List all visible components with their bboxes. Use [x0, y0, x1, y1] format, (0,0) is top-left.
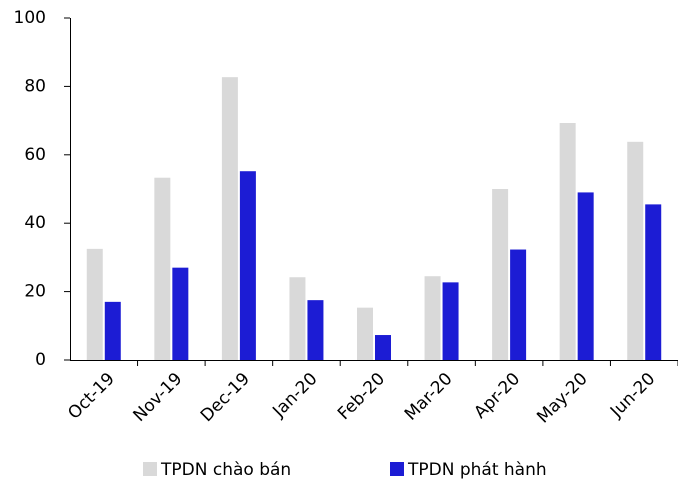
bar	[221, 77, 238, 360]
bar	[357, 307, 373, 360]
x-tick-label: Mar-20	[401, 369, 457, 425]
bar	[424, 276, 441, 360]
x-tick-label: Apr-20	[470, 369, 524, 423]
bar	[289, 277, 306, 360]
x-tick-label: Jan-20	[268, 369, 321, 422]
bar	[645, 204, 662, 360]
x-tick-label: Oct-19	[64, 369, 119, 424]
y-tick-label: 0	[35, 350, 46, 370]
bar	[86, 248, 103, 360]
legend-swatch	[390, 462, 404, 476]
legend-label: TPDN phát hành	[407, 460, 547, 480]
legend-swatch	[143, 462, 157, 476]
x-tick-label: May-20	[533, 369, 591, 427]
bar	[559, 122, 576, 360]
bar	[510, 249, 527, 360]
bar	[172, 267, 189, 360]
y-tick-label: 20	[24, 282, 46, 302]
x-tick-label: Dec-19	[197, 369, 254, 426]
bar	[307, 300, 324, 360]
bar	[104, 301, 121, 360]
x-tick-label: Nov-19	[129, 369, 186, 426]
bar	[154, 177, 171, 360]
legend-label: TPDN chào bán	[160, 460, 291, 480]
y-tick-label: 80	[24, 76, 46, 96]
y-tick-label: 40	[24, 213, 46, 233]
bar	[577, 192, 594, 360]
bar	[492, 189, 509, 360]
y-tick-label: 60	[24, 145, 46, 165]
x-tick-label: Jun-20	[606, 369, 659, 422]
bar	[239, 171, 256, 360]
bar	[442, 282, 459, 360]
bar	[627, 141, 644, 360]
x-tick-label: Feb-20	[334, 369, 389, 424]
y-tick-label: 100	[14, 8, 46, 28]
bar	[375, 335, 391, 360]
